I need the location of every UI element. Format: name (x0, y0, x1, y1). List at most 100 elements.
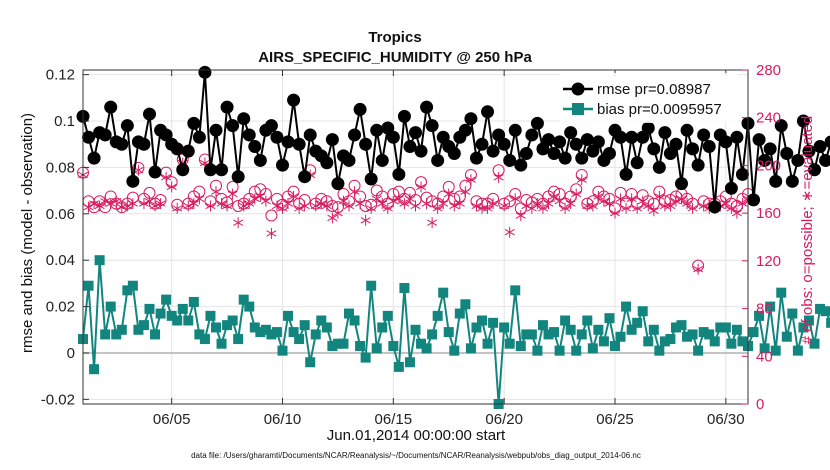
obs-evaluated-point (150, 200, 161, 212)
rmse-point (420, 100, 434, 114)
y-left-tick-label: 0.1 (54, 113, 75, 130)
bias-point (526, 329, 537, 340)
bias-point (488, 317, 499, 328)
obs-evaluated-point (482, 202, 493, 214)
obs-evaluated-point (460, 186, 471, 198)
rmse-point (796, 114, 810, 128)
y-right-tick-label: 0 (756, 396, 764, 413)
bias-point (593, 324, 604, 335)
obs-evaluated-point (216, 198, 227, 210)
obs-evaluated-point (266, 227, 277, 239)
bias-point (172, 315, 183, 326)
y-axis-left-label: rmse and bias (model - observation) (19, 113, 36, 353)
bias-point (316, 315, 327, 326)
rmse-point (414, 144, 428, 158)
rmse-point (292, 137, 306, 151)
rmse-point (375, 153, 389, 167)
bias-point (787, 308, 798, 319)
bias-point (704, 329, 715, 340)
bias-point (549, 327, 560, 338)
obs-evaluated-point (421, 198, 432, 210)
rmse-point (497, 137, 511, 151)
rmse-point (187, 116, 201, 130)
obs-evaluated-point (609, 207, 621, 219)
bias-point (454, 308, 465, 319)
obs-evaluated-point (543, 198, 554, 210)
rmse-point (115, 137, 129, 151)
bias-point (188, 296, 199, 307)
obs-evaluated-point (122, 200, 133, 212)
bias-point (737, 336, 748, 347)
bias-point (89, 364, 100, 375)
bias-point (615, 331, 626, 342)
rmse-point (769, 174, 783, 188)
rmse-point (170, 142, 184, 156)
obs-evaluated-point (432, 202, 443, 214)
obs-evaluated-point (693, 263, 704, 275)
obs-possible-point (265, 209, 278, 222)
obs-evaluated-point (249, 193, 260, 205)
obs-evaluated-point (404, 193, 415, 205)
bias-point (443, 327, 454, 338)
bias-point (532, 345, 543, 356)
bias-point (222, 320, 233, 331)
x-tick-label: 06/30 (707, 411, 745, 428)
obs-evaluated-point (238, 200, 249, 212)
rmse-point (464, 112, 478, 126)
bias-point (166, 310, 177, 321)
obs-evaluated-point (310, 200, 321, 212)
rmse-point (564, 126, 578, 140)
obs-evaluated-point (682, 198, 693, 210)
rmse-point (298, 170, 312, 184)
legend-box (560, 73, 738, 123)
axis-layer: 06/05 06/10 06/15 06/20 06/25 06/30 -0.02 0 0.02… (41, 62, 781, 428)
bias-point (288, 327, 299, 338)
y-right-tick-label: 280 (756, 62, 781, 79)
obs-evaluated-point (731, 207, 742, 219)
bias-point (100, 329, 111, 340)
obs-evaluated-point (587, 200, 598, 212)
bias-point (349, 315, 360, 326)
bias-point (216, 338, 227, 349)
obs-evaluated-point (560, 202, 571, 214)
y-axis-right-label: # of obs: o=possible; ∗=evaluated (799, 116, 816, 345)
obs-evaluated-point (233, 217, 244, 229)
bias-point (621, 301, 632, 312)
bias-point (698, 327, 709, 338)
obs-evaluated-point (654, 190, 665, 202)
rmse-point (547, 147, 561, 160)
y-right-tick-label: 160 (756, 205, 781, 222)
obs-evaluated-point (720, 198, 731, 210)
legend-bias-marker (572, 103, 584, 115)
plot-frame (82, 69, 749, 405)
bias-point (177, 303, 188, 314)
bias-point (715, 322, 726, 333)
rmse-point (392, 167, 406, 181)
rmse-point (625, 130, 639, 144)
rmse-point (325, 133, 339, 147)
bias-point (421, 343, 432, 354)
obs-evaluated-point (393, 193, 404, 205)
rmse-point (87, 151, 101, 165)
series-layer (76, 65, 830, 409)
rmse-point (409, 126, 422, 140)
bias-point (299, 320, 310, 331)
rmse-point (192, 130, 206, 144)
obs-evaluated-point (632, 202, 643, 214)
bias-point (338, 338, 349, 349)
bias-point (283, 310, 294, 321)
rmse-point (802, 144, 816, 158)
rmse-point (220, 100, 234, 114)
bias-point (465, 343, 476, 354)
obs-evaluated-point (327, 212, 338, 224)
obs-evaluated-point (360, 214, 371, 226)
bias-point (266, 329, 277, 340)
obs-evaluated-point (526, 202, 537, 214)
obs-evaluated-point (698, 200, 709, 212)
bias-point (111, 329, 122, 340)
obs-evaluated-point (576, 174, 587, 186)
obs-evaluated-point (100, 195, 111, 207)
bias-point (227, 315, 238, 326)
bias-point (587, 343, 598, 354)
rmse-point (747, 193, 761, 207)
